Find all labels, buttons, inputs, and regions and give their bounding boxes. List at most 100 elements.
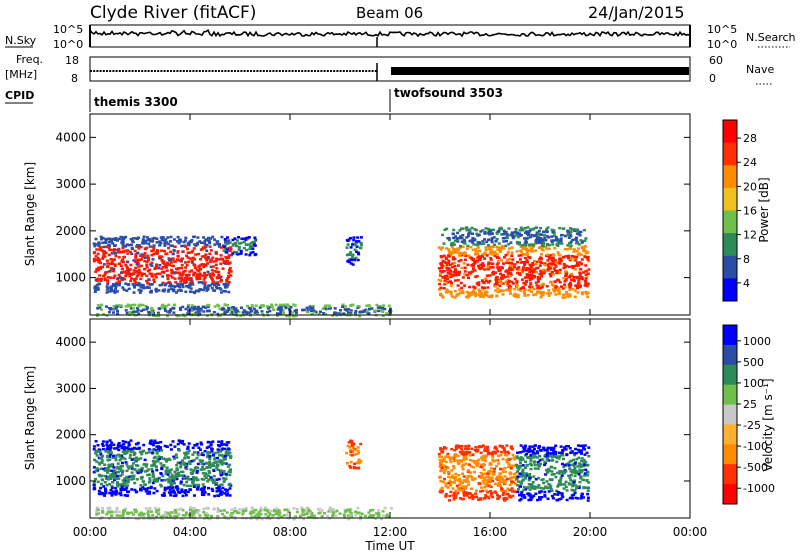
power-scatter-mark bbox=[351, 243, 354, 246]
power-scatter-mark bbox=[147, 278, 151, 281]
power-scatter-mark bbox=[576, 286, 579, 290]
velocity-scatter-mark bbox=[448, 458, 452, 461]
velocity-scatter-mark bbox=[169, 494, 173, 497]
velocity-scatter-mark bbox=[573, 452, 577, 455]
power-scatter-mark bbox=[528, 285, 532, 288]
velocity-scatter-mark bbox=[139, 489, 143, 492]
velocity-scatter-mark bbox=[187, 449, 191, 453]
power-scatter-mark bbox=[557, 262, 561, 265]
power-scatter-mark bbox=[181, 250, 185, 253]
power-scatter-mark bbox=[381, 310, 385, 314]
power-scatter-mark bbox=[524, 244, 528, 247]
power-scatter-mark bbox=[539, 239, 543, 242]
power-scatter-mark bbox=[477, 281, 481, 284]
power-scatter-mark bbox=[510, 231, 514, 234]
power-scatter-mark bbox=[553, 259, 557, 262]
velocity-scatter-mark bbox=[350, 441, 354, 444]
power-scatter-mark bbox=[504, 230, 508, 234]
velocity-scatter-mark bbox=[515, 464, 519, 468]
velocity-scatter-mark bbox=[176, 468, 179, 472]
velocity-scatter-mark bbox=[194, 483, 198, 487]
power-scatter-mark bbox=[474, 228, 478, 232]
power-scatter-mark bbox=[110, 248, 114, 252]
power-scatter-mark bbox=[556, 271, 560, 274]
power-scatter-mark bbox=[516, 260, 519, 264]
velocity-scatter-mark bbox=[221, 454, 225, 458]
power-scatter-mark bbox=[151, 309, 155, 312]
velocity-scatter-mark bbox=[223, 455, 227, 458]
velocity-scatter-mark bbox=[191, 453, 195, 456]
power-scatter-mark bbox=[145, 274, 149, 278]
velocity-scatter-mark bbox=[173, 445, 177, 448]
velocity-scatter-mark bbox=[444, 455, 448, 458]
velocity-scatter-mark bbox=[579, 477, 583, 480]
power-scatter-mark bbox=[144, 247, 148, 251]
velocity-scatter-mark bbox=[207, 440, 210, 444]
velocity-scatter-mark bbox=[468, 454, 472, 457]
power-scatter-mark bbox=[547, 267, 551, 270]
power-scatter-mark bbox=[502, 256, 506, 259]
velocity-scatter-mark bbox=[518, 472, 522, 475]
velocity-scatter-mark bbox=[170, 478, 174, 481]
velocity-scatter-mark bbox=[484, 494, 488, 497]
power-scatter-mark bbox=[126, 303, 130, 306]
velocity-scatter-mark bbox=[228, 470, 232, 474]
power-scatter-mark bbox=[156, 311, 160, 315]
power-scatter-mark bbox=[109, 285, 113, 288]
velocity-scatter-mark bbox=[230, 513, 234, 517]
velocity-scatter-mark bbox=[100, 516, 104, 519]
power-scatter-mark bbox=[448, 263, 452, 267]
velocity-scatter-mark bbox=[144, 465, 148, 468]
power-scatter-mark bbox=[225, 260, 229, 263]
velocity-scatter-mark bbox=[474, 492, 478, 495]
velocity-scatter-mark bbox=[162, 465, 166, 468]
power-scatter-mark bbox=[509, 292, 512, 295]
velocity-scatter-mark bbox=[228, 463, 232, 467]
power-scatter-mark bbox=[490, 294, 494, 298]
velocity-scatter-mark bbox=[231, 511, 235, 515]
velocity-scatter-mark bbox=[438, 475, 442, 478]
power-scatter-mark bbox=[124, 282, 128, 285]
velocity-scatter-mark bbox=[545, 480, 549, 483]
velocity-scatter-mark bbox=[205, 462, 209, 465]
power-scatter-mark bbox=[141, 255, 145, 259]
velocity-scatter-mark bbox=[103, 494, 107, 497]
power-scatter-mark bbox=[190, 280, 194, 284]
velocity-scatter-mark bbox=[208, 456, 212, 459]
power-scatter-mark bbox=[216, 242, 220, 246]
power-scatter-mark bbox=[494, 271, 497, 274]
power-scatter-mark bbox=[110, 287, 113, 290]
velocity-scatter-mark bbox=[513, 458, 517, 461]
power-scatter-mark bbox=[112, 276, 116, 279]
velocity-scatter-mark bbox=[452, 498, 456, 501]
velocity-scatter-mark bbox=[112, 443, 116, 446]
power-scatter-mark bbox=[248, 245, 252, 249]
power-scatter-mark bbox=[192, 290, 196, 294]
velocity-scatter-mark bbox=[210, 450, 214, 453]
velocity-scatter-mark bbox=[581, 444, 584, 447]
date-label: 24/Jan/2015 bbox=[588, 3, 685, 22]
power-scatter-mark bbox=[477, 255, 481, 258]
velocity-scatter-mark bbox=[346, 514, 350, 517]
power-scatter-mark bbox=[181, 285, 185, 289]
power-scatter-mark bbox=[576, 282, 580, 285]
velocity-scatter-mark bbox=[177, 490, 180, 494]
velocity-scatter-mark bbox=[447, 470, 451, 474]
velocity-scatter-mark bbox=[548, 478, 552, 481]
velocity-scatter-mark bbox=[153, 460, 157, 463]
power-scatter-mark bbox=[439, 286, 443, 290]
power-scatter-mark bbox=[120, 241, 124, 244]
power-scatter-mark bbox=[562, 266, 566, 270]
velocity-scatter-mark bbox=[509, 476, 513, 480]
velocity-scatter-mark bbox=[462, 479, 466, 482]
power-scatter-mark bbox=[541, 244, 545, 247]
noise-left-tick-low: 10^0 bbox=[53, 38, 83, 51]
power-scatter-mark bbox=[155, 263, 158, 266]
velocity-scatter-mark bbox=[305, 512, 309, 515]
power-scatter-mark bbox=[187, 303, 190, 307]
power-colorbar-segment bbox=[723, 233, 737, 257]
velocity-colorbar-segment bbox=[723, 325, 737, 346]
velocity-scatter-mark bbox=[439, 480, 443, 483]
velocity-scatter-mark bbox=[185, 467, 189, 471]
velocity-scatter-mark bbox=[514, 482, 517, 486]
